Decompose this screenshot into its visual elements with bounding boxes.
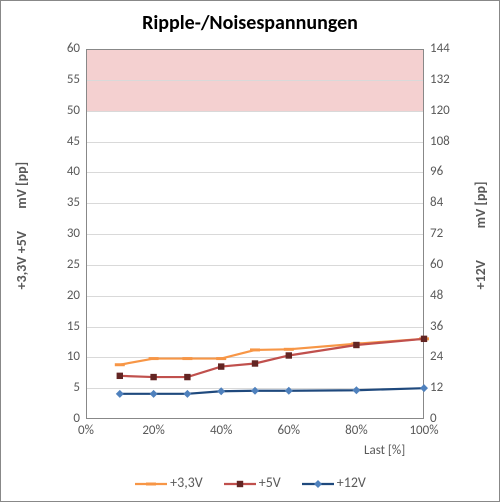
y-right-tick-label: 48 [430, 288, 443, 303]
legend-label: +3,3V [170, 474, 203, 491]
y-left-tick-label: 40 [67, 164, 80, 179]
series-marker [218, 363, 224, 369]
plot-area [86, 49, 424, 419]
y-left-tick-label: 10 [67, 349, 80, 364]
y-right-tick-label: 132 [430, 72, 450, 87]
y-left-ticks: 051015202530354045505560 [1, 49, 80, 419]
series-marker [217, 387, 225, 395]
y-right-tick-label: 24 [430, 349, 443, 364]
series-line [120, 388, 424, 394]
y-left-tick-label: 35 [67, 195, 80, 210]
chart-title: Ripple-/Noisespannungen [1, 1, 499, 35]
series-marker [183, 390, 191, 398]
y-right-ticks: 01224364860728496108120132144 [430, 49, 470, 419]
series-marker [285, 387, 293, 395]
series-marker [286, 352, 292, 358]
y-right-tick-label: 12 [430, 380, 443, 395]
y-right-tick-label: 120 [430, 103, 450, 118]
y-left-tick-label: 15 [67, 319, 80, 334]
y-right-tick-label: 108 [430, 134, 450, 149]
legend: +3,3V +5V +12V [1, 473, 499, 491]
series-marker [420, 384, 428, 392]
y-right-tick-label: 72 [430, 226, 443, 241]
legend-item: +5V [223, 474, 281, 491]
x-tick-label: 100% [404, 423, 444, 438]
legend-label: +5V [259, 474, 281, 491]
x-tick-label: 40% [201, 423, 241, 438]
y-right-tick-label: 144 [430, 41, 450, 56]
series-marker [150, 390, 158, 398]
series-marker [116, 390, 124, 398]
y-left-tick-label: 50 [67, 103, 80, 118]
series-marker [353, 342, 359, 348]
y-left-tick-label: 55 [67, 72, 80, 87]
x-tick-label: 20% [134, 423, 174, 438]
series-marker [421, 336, 427, 342]
x-tick-label: 80% [336, 423, 376, 438]
y-left-tick-label: 30 [67, 226, 80, 241]
y-left-tick-label: 5 [73, 380, 80, 395]
y-right-axis-title: +12V mV [pp] [472, 49, 489, 290]
x-tick-label: 0% [66, 423, 106, 438]
y-right-tick-label: 96 [430, 164, 443, 179]
series-marker [251, 387, 259, 395]
x-axis-title: Last [%] [364, 443, 405, 458]
chart-container: Ripple-/Noisespannungen +3,3V +5V mV [pp… [0, 0, 500, 502]
series-marker [184, 374, 190, 380]
y-right-tick-label: 36 [430, 319, 443, 334]
legend-label: +12V [337, 474, 366, 491]
y-left-tick-label: 60 [67, 41, 80, 56]
y-left-tick-label: 45 [67, 134, 80, 149]
legend-item: +12V [301, 474, 366, 491]
y-left-tick-label: 20 [67, 288, 80, 303]
series-marker [150, 374, 156, 380]
y-left-tick-label: 25 [67, 257, 80, 272]
chart-lines [86, 49, 424, 419]
x-ticks: 0%20%40%60%80%100% [86, 423, 424, 443]
series-marker [117, 373, 123, 379]
series-marker [252, 360, 258, 366]
y-right-tick-label: 60 [430, 257, 443, 272]
x-tick-label: 60% [269, 423, 309, 438]
y-right-tick-label: 84 [430, 195, 443, 210]
legend-item: +3,3V [134, 474, 203, 491]
series-marker [352, 386, 360, 394]
